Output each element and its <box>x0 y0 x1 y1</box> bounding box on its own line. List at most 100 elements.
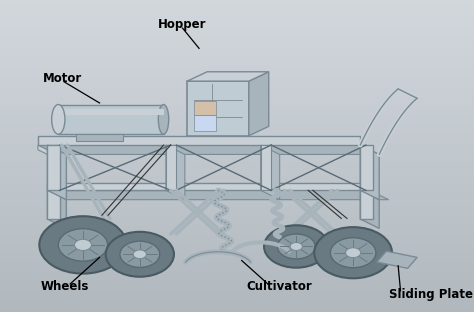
Bar <box>0 309 474 312</box>
Bar <box>0 231 474 234</box>
Ellipse shape <box>52 105 65 134</box>
Bar <box>0 190 474 193</box>
Bar <box>0 72 474 75</box>
Bar <box>0 296 474 300</box>
Bar <box>0 162 474 165</box>
Bar <box>0 37 474 41</box>
Polygon shape <box>187 72 269 81</box>
Bar <box>0 41 474 44</box>
Bar <box>0 78 474 81</box>
Circle shape <box>120 241 160 267</box>
Bar <box>0 16 474 19</box>
Bar <box>0 153 474 156</box>
Bar <box>0 268 474 271</box>
Bar <box>0 94 474 97</box>
Circle shape <box>39 216 127 274</box>
Bar <box>0 9 474 12</box>
Bar <box>0 0 474 3</box>
Bar <box>360 190 373 219</box>
Text: Wheels: Wheels <box>40 280 89 293</box>
Bar <box>0 228 474 231</box>
Bar <box>0 250 474 253</box>
Bar <box>0 181 474 184</box>
Polygon shape <box>360 190 379 228</box>
Bar <box>47 145 60 190</box>
Bar <box>47 183 370 190</box>
Bar <box>0 303 474 306</box>
Bar <box>0 122 474 125</box>
Bar <box>0 66 474 69</box>
Bar <box>0 109 474 112</box>
Ellipse shape <box>158 105 169 134</box>
Bar <box>0 119 474 122</box>
Bar <box>0 293 474 296</box>
Bar <box>0 147 474 150</box>
Bar <box>0 128 474 131</box>
Bar <box>0 84 474 87</box>
Bar <box>0 137 474 140</box>
Bar <box>0 184 474 187</box>
Bar <box>261 145 271 190</box>
Bar <box>0 237 474 240</box>
Bar <box>0 275 474 278</box>
Text: Sliding Plate: Sliding Plate <box>389 288 473 301</box>
Circle shape <box>58 229 108 261</box>
Bar <box>0 287 474 290</box>
Bar <box>0 106 474 109</box>
Bar <box>0 281 474 284</box>
Bar <box>0 56 474 59</box>
Bar <box>38 136 360 145</box>
Bar <box>0 175 474 178</box>
Bar <box>0 259 474 262</box>
Bar <box>0 197 474 200</box>
Bar <box>0 144 474 147</box>
Bar <box>360 145 373 190</box>
Bar <box>166 145 176 190</box>
Bar <box>0 240 474 243</box>
Bar <box>0 62 474 66</box>
Bar <box>0 156 474 159</box>
Polygon shape <box>47 190 66 228</box>
Bar <box>0 134 474 137</box>
Circle shape <box>106 232 174 277</box>
Bar <box>0 168 474 172</box>
Polygon shape <box>377 251 417 268</box>
Bar <box>0 225 474 228</box>
Bar <box>0 34 474 37</box>
Circle shape <box>133 250 146 259</box>
Bar <box>0 222 474 225</box>
Bar <box>0 212 474 215</box>
Bar <box>0 262 474 265</box>
Bar <box>0 206 474 209</box>
Bar <box>0 3 474 6</box>
Polygon shape <box>47 190 389 200</box>
Bar <box>0 53 474 56</box>
Bar <box>0 90 474 94</box>
Bar <box>0 290 474 293</box>
Bar <box>0 187 474 190</box>
Bar <box>0 200 474 203</box>
Bar <box>0 284 474 287</box>
Bar <box>194 101 216 115</box>
Bar <box>0 75 474 78</box>
Polygon shape <box>47 145 66 200</box>
Bar <box>0 87 474 90</box>
Bar <box>58 105 164 134</box>
Bar <box>194 115 216 131</box>
Bar <box>0 115 474 119</box>
Bar <box>58 109 164 115</box>
Bar <box>0 271 474 275</box>
Bar <box>0 12 474 16</box>
Circle shape <box>264 225 328 268</box>
Polygon shape <box>249 72 269 136</box>
Bar <box>0 306 474 309</box>
Bar <box>0 253 474 256</box>
Bar <box>0 50 474 53</box>
Circle shape <box>330 238 376 268</box>
Bar <box>0 215 474 218</box>
Bar <box>0 59 474 62</box>
Bar <box>0 81 474 84</box>
Bar <box>0 243 474 246</box>
Polygon shape <box>360 145 379 200</box>
Circle shape <box>290 242 302 251</box>
